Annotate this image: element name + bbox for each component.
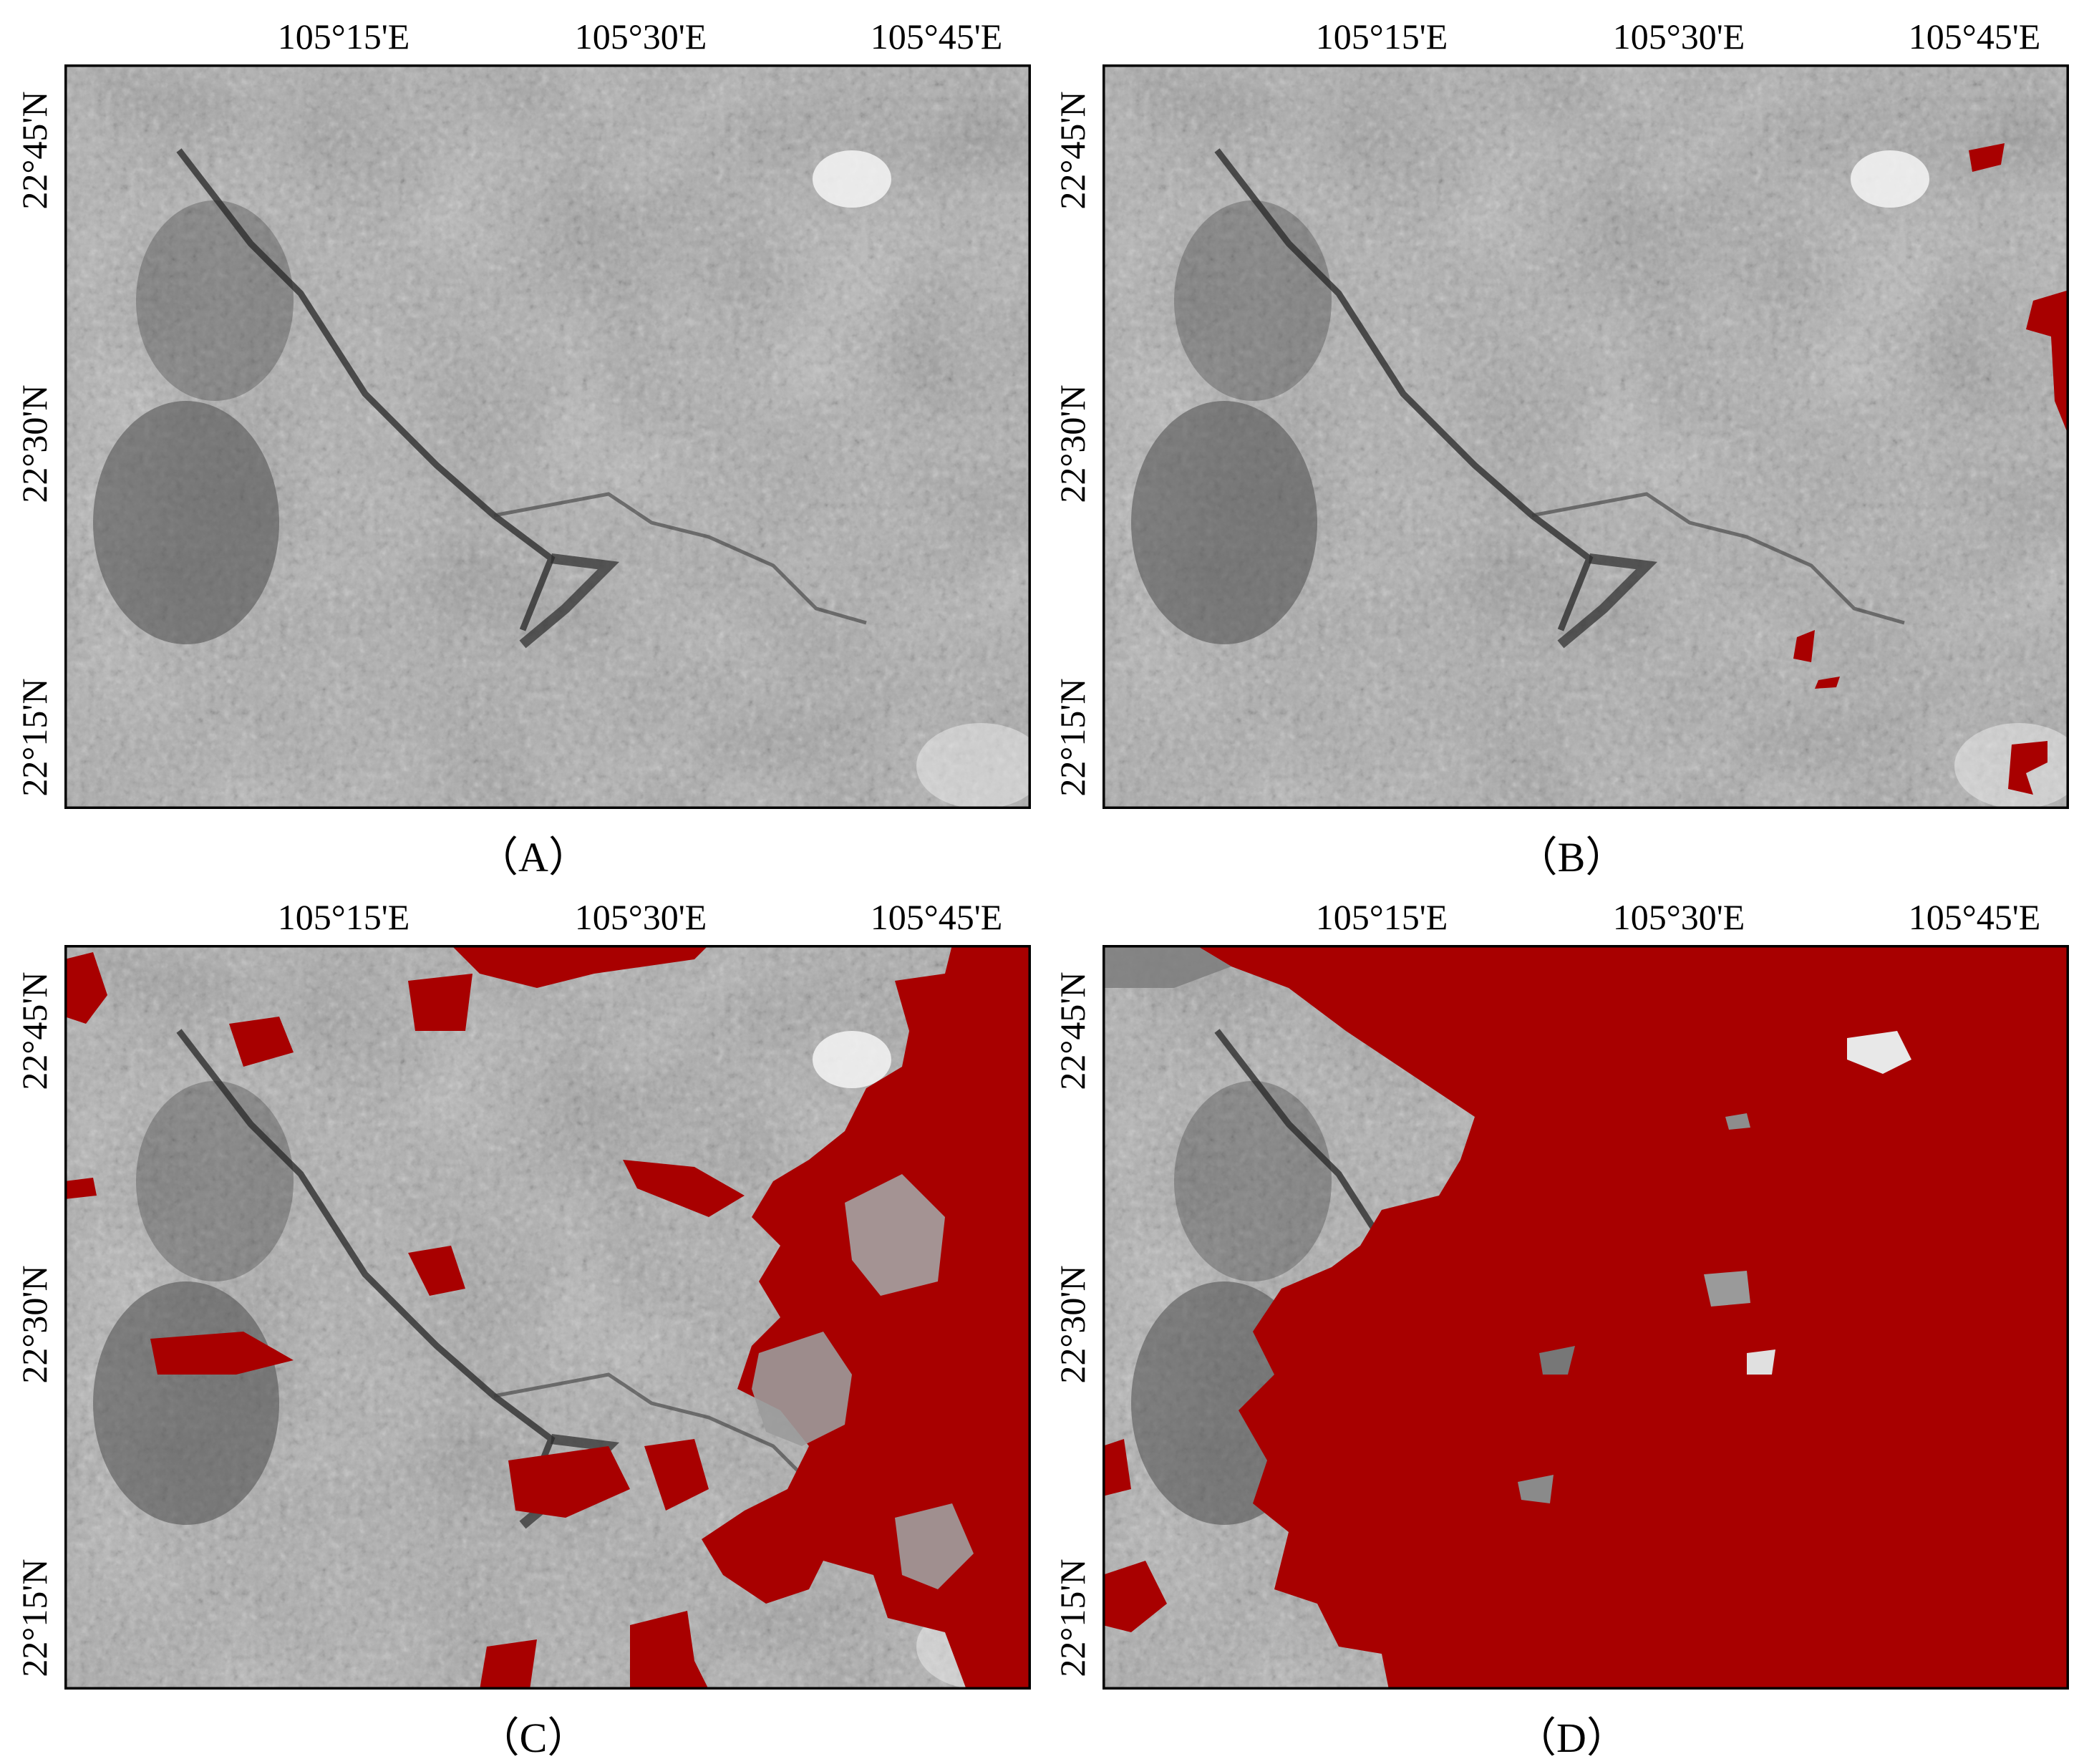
panel-caption-c: （C） xyxy=(478,1715,589,1761)
longitude-label-d-3: 105°45'E xyxy=(1908,897,2041,937)
highlight-patch xyxy=(1196,945,2069,1690)
map-frame-d xyxy=(1102,945,2069,1690)
highlight-patch xyxy=(1102,1439,1131,1496)
map-image-c xyxy=(64,945,1031,1690)
latitude-label-a-2: 22°30'N xyxy=(14,384,54,503)
map-panel-c: 105°15'E 105°30'E 105°45'E 22°45'N 22°30… xyxy=(0,881,1038,1761)
highlight-patch xyxy=(630,1611,709,1690)
latitude-label-c-1: 22°45'N xyxy=(14,971,54,1090)
terrain-hole xyxy=(895,1503,974,1589)
highlight-patch xyxy=(1815,677,1840,689)
longitude-label-b-1: 105°15'E xyxy=(1315,16,1448,57)
latitude-label-c-3: 22°15'N xyxy=(14,1559,54,1677)
highlight-patch xyxy=(64,1178,97,1199)
longitude-label-c-1: 105°15'E xyxy=(277,897,410,937)
map-frame-a xyxy=(64,64,1031,809)
highlight-patch xyxy=(1793,630,1815,662)
terrain-hole xyxy=(1747,1349,1775,1375)
highlight-patch xyxy=(702,945,1031,1690)
terrain-hole xyxy=(1847,1031,1911,1074)
longitude-label-a-2: 105°30'E xyxy=(574,16,707,57)
terrain-hole xyxy=(1102,945,1231,988)
latitude-label-d-3: 22°15'N xyxy=(1052,1559,1092,1677)
latitude-label-c-2: 22°30'N xyxy=(14,1265,54,1384)
highlight-patch xyxy=(2008,741,2047,795)
panel-caption-b: （B） xyxy=(1516,834,1627,881)
map-image-b xyxy=(1102,64,2069,809)
latitude-label-b-1: 22°45'N xyxy=(1052,91,1092,210)
panel-caption-d: （D） xyxy=(1515,1715,1628,1761)
highlight-patch xyxy=(508,1446,630,1518)
map-frame-c xyxy=(64,945,1031,1690)
highlight-patch xyxy=(229,1017,294,1067)
highlight-patch xyxy=(480,1639,537,1690)
map-image-a xyxy=(64,64,1031,809)
terrain-hole xyxy=(752,1332,852,1446)
longitude-label-c-2: 105°30'E xyxy=(574,897,707,937)
highlight-layer-d xyxy=(1102,945,2069,1690)
latitude-label-d-2: 22°30'N xyxy=(1052,1265,1092,1384)
terrain-hole xyxy=(1704,1271,1750,1307)
longitude-label-a-1: 105°15'E xyxy=(277,16,410,57)
terrain-hole xyxy=(1518,1475,1554,1503)
longitude-label-d-1: 105°15'E xyxy=(1315,897,1448,937)
map-panel-a: 105°15'E 105°30'E 105°45'E 22°45'N 22°30… xyxy=(0,0,1038,881)
map-panel-d: 105°15'E 105°30'E 105°45'E 22°45'N 22°30… xyxy=(1038,881,2076,1761)
terrain-hole xyxy=(1539,1346,1575,1375)
longitude-label-d-2: 105°30'E xyxy=(1612,897,1745,937)
highlight-patch xyxy=(150,1332,294,1375)
highlight-patch xyxy=(408,1246,465,1296)
map-panel-b: 105°15'E 105°30'E 105°45'E 22°45'N 22°30… xyxy=(1038,0,2076,881)
longitude-label-b-3: 105°45'E xyxy=(1908,16,2041,57)
map-image-d xyxy=(1102,945,2069,1690)
highlight-patch xyxy=(623,1160,745,1217)
highlight-patch xyxy=(408,974,472,1031)
latitude-label-a-3: 22°15'N xyxy=(14,678,54,797)
highlight-patch xyxy=(64,952,107,1024)
highlight-patch xyxy=(644,1439,709,1511)
latitude-label-b-3: 22°15'N xyxy=(1052,678,1092,797)
highlight-patch xyxy=(1969,143,2005,172)
longitude-label-b-2: 105°30'E xyxy=(1612,16,1745,57)
terrain-hole xyxy=(845,1174,945,1296)
highlight-patch xyxy=(1102,1561,1167,1632)
highlight-layer-c xyxy=(64,945,1031,1690)
longitude-label-a-3: 105°45'E xyxy=(870,16,1003,57)
highlight-patch xyxy=(451,945,709,988)
panel-caption-a: （A） xyxy=(477,834,590,881)
latitude-label-a-1: 22°45'N xyxy=(14,91,54,210)
longitude-label-c-3: 105°45'E xyxy=(870,897,1003,937)
highlight-patch xyxy=(2026,290,2069,437)
map-frame-b xyxy=(1102,64,2069,809)
latitude-label-b-2: 22°30'N xyxy=(1052,384,1092,503)
highlight-layer-b xyxy=(1793,143,2069,795)
terrain-hole xyxy=(1725,1113,1750,1130)
latitude-label-d-1: 22°45'N xyxy=(1052,971,1092,1090)
